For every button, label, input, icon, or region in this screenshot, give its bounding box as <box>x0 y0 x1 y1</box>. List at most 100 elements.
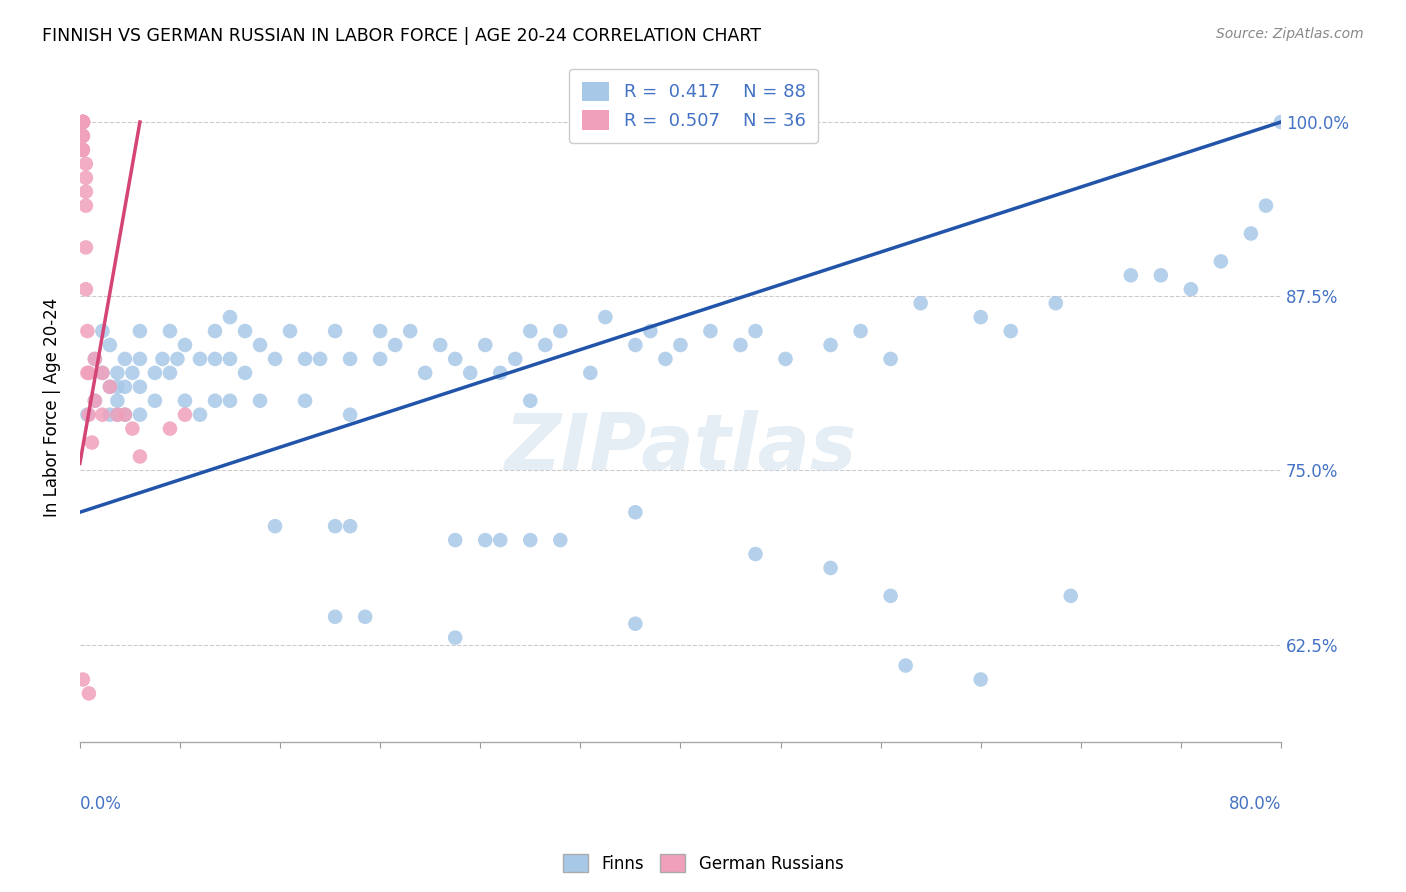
Point <box>294 393 316 408</box>
Point <box>204 351 226 366</box>
Point <box>1209 254 1232 268</box>
Point <box>72 115 94 129</box>
Point <box>970 310 993 325</box>
Point <box>76 366 98 380</box>
Point <box>534 338 557 352</box>
Point <box>72 115 94 129</box>
Point <box>77 686 100 700</box>
Point <box>413 366 436 380</box>
Point <box>744 324 766 338</box>
Point <box>75 199 97 213</box>
Text: ZIPatlas: ZIPatlas <box>505 409 856 486</box>
Point <box>143 393 166 408</box>
Point <box>1270 115 1292 129</box>
Point <box>730 338 752 352</box>
Point <box>1240 227 1263 241</box>
Point <box>879 589 901 603</box>
Point <box>83 351 105 366</box>
Point <box>83 351 105 366</box>
Point <box>129 380 152 394</box>
Point <box>174 338 197 352</box>
Point <box>129 408 152 422</box>
Point <box>129 450 152 464</box>
Text: FINNISH VS GERMAN RUSSIAN IN LABOR FORCE | AGE 20-24 CORRELATION CHART: FINNISH VS GERMAN RUSSIAN IN LABOR FORCE… <box>42 27 761 45</box>
Point <box>114 408 136 422</box>
Point <box>339 351 361 366</box>
Point <box>368 324 391 338</box>
Point <box>624 338 647 352</box>
Point <box>595 310 617 325</box>
Point <box>98 408 121 422</box>
Point <box>249 338 271 352</box>
Point <box>72 128 94 143</box>
Point <box>264 351 287 366</box>
Point <box>129 351 152 366</box>
Point <box>444 533 467 547</box>
Point <box>1000 324 1022 338</box>
Point <box>98 338 121 352</box>
Point <box>107 366 129 380</box>
Point <box>339 519 361 533</box>
Point <box>107 393 129 408</box>
Point <box>219 310 242 325</box>
Point <box>77 366 100 380</box>
Point <box>72 143 94 157</box>
Point <box>166 351 188 366</box>
Point <box>775 351 797 366</box>
Point <box>72 673 94 687</box>
Point <box>970 673 993 687</box>
Point <box>91 408 114 422</box>
Point <box>219 351 242 366</box>
Point <box>129 324 152 338</box>
Point <box>219 393 242 408</box>
Text: 0.0%: 0.0% <box>80 795 122 814</box>
Point <box>75 282 97 296</box>
Point <box>519 393 541 408</box>
Point <box>72 115 94 129</box>
Point <box>98 380 121 394</box>
Point <box>114 351 136 366</box>
Point <box>72 128 94 143</box>
Point <box>429 338 451 352</box>
Point <box>879 351 901 366</box>
Point <box>458 366 481 380</box>
Point <box>744 547 766 561</box>
Point <box>249 393 271 408</box>
Point <box>83 393 105 408</box>
Point <box>354 609 377 624</box>
Point <box>323 519 346 533</box>
Point <box>91 366 114 380</box>
Point <box>75 240 97 254</box>
Point <box>640 324 662 338</box>
Point <box>159 324 181 338</box>
Point <box>474 533 496 547</box>
Point <box>107 408 129 422</box>
Text: Source: ZipAtlas.com: Source: ZipAtlas.com <box>1216 27 1364 41</box>
Point <box>550 533 572 547</box>
Point <box>399 324 422 338</box>
Point <box>72 143 94 157</box>
Point <box>1060 589 1083 603</box>
Point <box>384 338 406 352</box>
Text: 80.0%: 80.0% <box>1229 795 1281 814</box>
Point <box>83 393 105 408</box>
Point <box>91 324 114 338</box>
Point <box>1150 268 1173 283</box>
Point <box>519 533 541 547</box>
Point <box>107 380 129 394</box>
Point <box>188 351 211 366</box>
Point <box>159 422 181 436</box>
Point <box>204 393 226 408</box>
Point <box>72 115 94 129</box>
Point <box>910 296 932 310</box>
Point <box>444 631 467 645</box>
Point <box>309 351 332 366</box>
Point <box>489 533 512 547</box>
Point <box>624 505 647 519</box>
Point <box>174 393 197 408</box>
Point <box>654 351 676 366</box>
Point <box>75 185 97 199</box>
Point <box>174 408 197 422</box>
Point <box>159 366 181 380</box>
Point <box>339 408 361 422</box>
